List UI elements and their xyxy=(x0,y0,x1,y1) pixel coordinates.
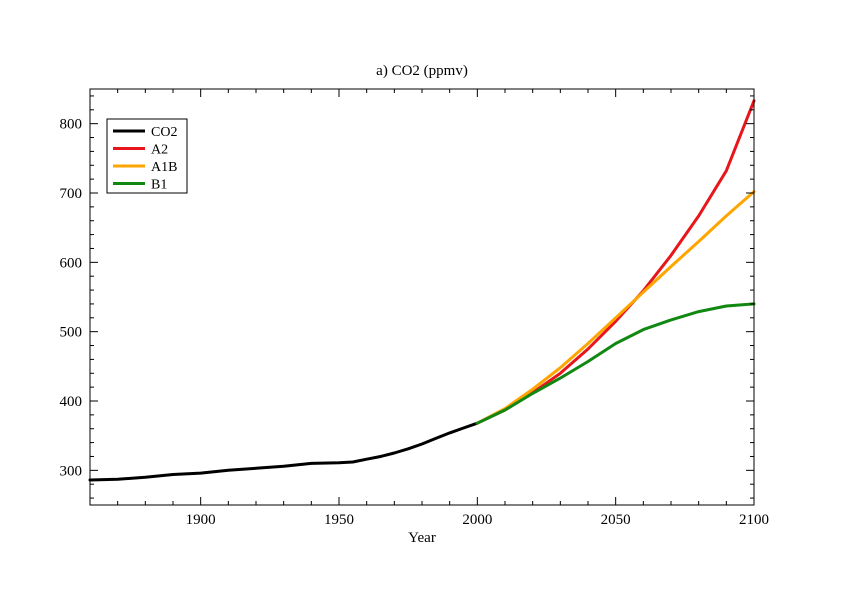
x-tick-label: 1900 xyxy=(186,512,216,528)
x-axis-label: Year xyxy=(408,530,436,546)
y-tick-label: 700 xyxy=(60,186,83,202)
x-tick-label: 2000 xyxy=(462,512,492,528)
y-tick-label: 800 xyxy=(60,117,83,133)
series-layer xyxy=(88,99,756,482)
y-tick-label: 500 xyxy=(60,325,83,341)
series-line-co2 xyxy=(88,421,479,482)
series-line-a2 xyxy=(475,99,756,425)
y-tick-label: 600 xyxy=(60,255,83,271)
y-tick-label: 300 xyxy=(60,463,83,479)
axes-layer: 1900 1950 2000 2050 2100 300 400 500 600 700 800 xyxy=(60,88,769,528)
x-tick-label: 1950 xyxy=(324,512,354,528)
legend: CO2 A2 A1B B1 xyxy=(106,118,188,194)
chart-title: a) CO2 (ppmv) xyxy=(376,63,468,79)
legend-label-a2: A2 xyxy=(151,143,168,158)
legend-label-a1b: A1B xyxy=(151,160,177,175)
series-line-a1b xyxy=(475,190,756,425)
x-tick-label: 2100 xyxy=(739,512,769,528)
y-tick-label: 400 xyxy=(60,394,83,410)
series-line-b1 xyxy=(475,302,756,425)
legend-label-b1: B1 xyxy=(151,178,167,193)
x-tick-label: 2050 xyxy=(601,512,631,528)
legend-label-co2: CO2 xyxy=(151,125,177,140)
